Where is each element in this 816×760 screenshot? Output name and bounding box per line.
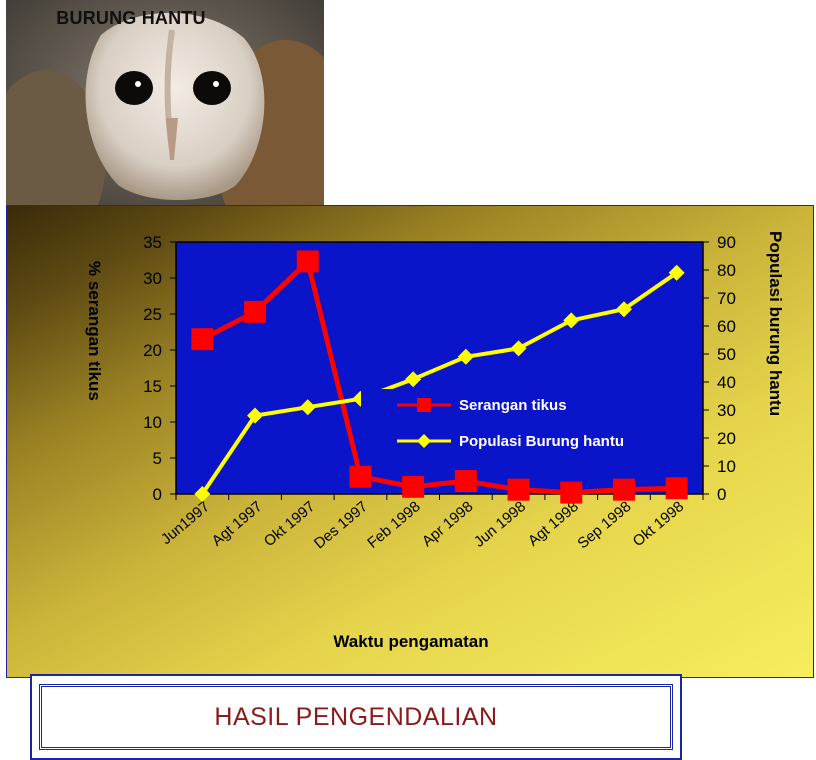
- x-tick-label: Okt 1998: [630, 498, 688, 550]
- x-tick-label: Apr 1998: [419, 498, 477, 550]
- populasi-point-4: [405, 371, 422, 388]
- populasi-point-5: [457, 348, 474, 365]
- y2-tick-label: 80: [717, 261, 736, 280]
- y2-tick-label: 30: [717, 401, 736, 420]
- serangan-point-3: [349, 465, 372, 488]
- barn-owl-image: [6, 12, 324, 205]
- y-tick-label: 25: [143, 305, 162, 324]
- serangan-point-1: [244, 300, 267, 323]
- y2-tick-label: 60: [717, 317, 736, 336]
- y2-axis-title: Populasi burung hantu: [766, 231, 785, 416]
- y-tick-label: 5: [153, 449, 162, 468]
- x-axis-title: Waktu pengamatan: [333, 632, 488, 651]
- y-tick-label: 35: [143, 233, 162, 252]
- owl-left-eye: [115, 71, 153, 105]
- y2-tick-label: 70: [717, 289, 736, 308]
- serangan-point-8: [612, 478, 635, 501]
- chart: 0 5 10 15 20 25 30 35 0 10 20 30 40 50 60 70 80 90 Jun1997…: [85, 231, 785, 651]
- y-tick-label: 0: [153, 485, 162, 504]
- legend-label-serangan: Serangan tikus: [459, 397, 567, 414]
- y-tick-label: 20: [143, 341, 162, 360]
- legend-marker-populasi: [417, 434, 431, 448]
- chart-panel: 0 5 10 15 20 25 30 35 0 10 20 30 40 50 60 70 80 90 Jun1997…: [6, 205, 814, 678]
- legend-label-populasi: Populasi Burung hantu: [459, 433, 624, 450]
- result-title: HASIL PENGENDALIAN: [214, 702, 498, 731]
- owl-right-eye: [193, 71, 231, 105]
- populasi-point-6: [510, 340, 527, 357]
- populasi-point-2: [299, 399, 316, 416]
- y-tick-label: 10: [143, 413, 162, 432]
- serangan-point-5: [454, 470, 477, 493]
- x-tick-label: Agt 1997: [209, 498, 266, 550]
- y-tick-label: 15: [143, 377, 162, 396]
- y2-tick-label: 90: [717, 233, 736, 252]
- serangan-point-0: [191, 328, 214, 351]
- y2-tick-label: 0: [717, 485, 726, 504]
- x-tick-label: Des 1997: [311, 498, 371, 552]
- populasi-point-0: [194, 486, 211, 502]
- legend: Serangan tikus Populasi Burung hantu: [361, 389, 679, 461]
- legend-marker-serangan: [417, 398, 431, 412]
- series-line-0: [201, 258, 677, 496]
- x-tick-label: Jun1997: [158, 498, 213, 548]
- serangan-point-4: [402, 475, 425, 498]
- populasi-point-7: [563, 312, 580, 329]
- serangan-point-7: [560, 481, 583, 504]
- y-tick-label: 30: [143, 269, 162, 288]
- serangan-point-9: [665, 477, 688, 500]
- populasi-point-1: [247, 407, 264, 424]
- populasi-point-9: [668, 264, 685, 281]
- x-tick-label: Sep 1998: [574, 498, 634, 552]
- x-tick-label: Feb 1998: [364, 498, 423, 552]
- x-tick-label: Agt 1998: [525, 498, 582, 550]
- serangan-point-6: [507, 478, 530, 501]
- y-axis-title: % serangan tikus: [85, 261, 104, 401]
- populasi-point-8: [615, 301, 632, 318]
- photo-title: BURUNG HANTU: [56, 8, 206, 28]
- result-frame-inner: HASIL PENGENDALIAN: [39, 684, 673, 750]
- series-line-1: [200, 271, 678, 496]
- y2-tick-label: 20: [717, 429, 736, 448]
- result-frame: HASIL PENGENDALIAN: [30, 674, 682, 760]
- x-tick-label: Jun 1998: [471, 498, 529, 551]
- serangan-point-2: [296, 250, 319, 273]
- x-tick-label: Okt 1997: [261, 498, 319, 550]
- barn-owl-photo: BURUNG HANTU: [6, 0, 324, 205]
- y2-tick-label: 40: [717, 373, 736, 392]
- y2-tick-label: 10: [717, 457, 736, 476]
- y2-tick-label: 50: [717, 345, 736, 364]
